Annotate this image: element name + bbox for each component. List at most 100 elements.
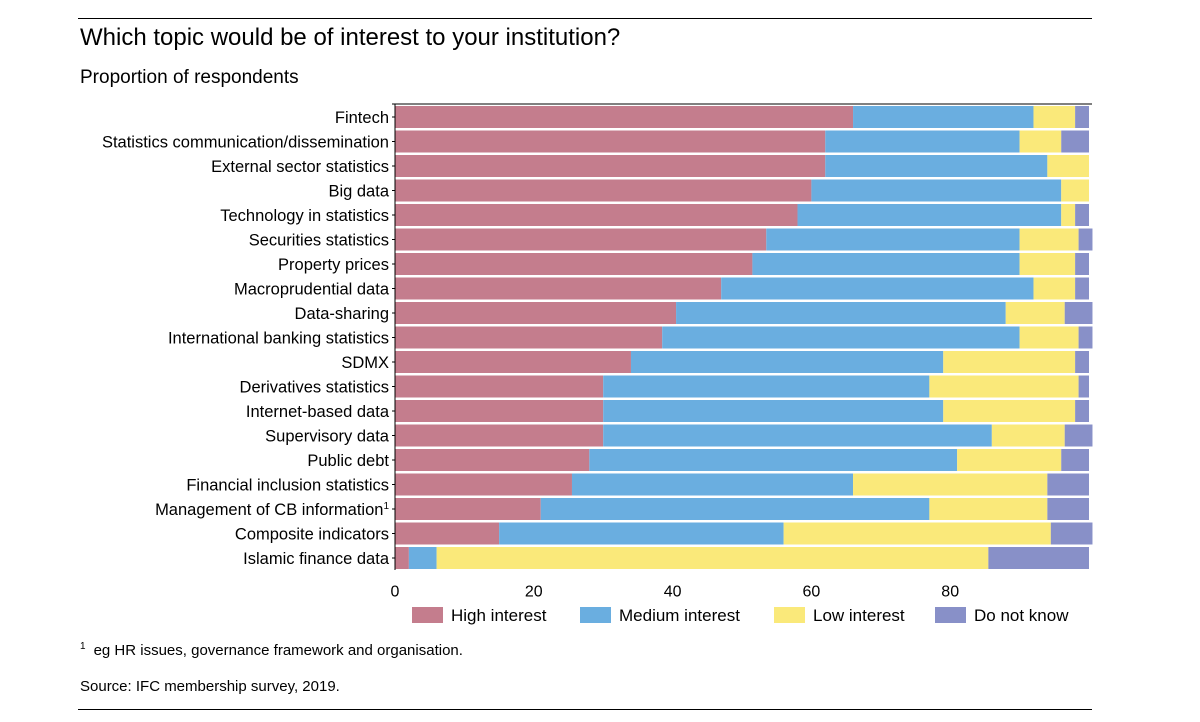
legend-label-low-interest: Low interest (813, 606, 905, 625)
bar-public-debt-low-interest (957, 449, 1062, 471)
chart-title: Which topic would be of interest to your… (80, 24, 621, 51)
legend: High interest Medium interest Low interest… (412, 606, 1069, 625)
bar-sdmx-high-interest (395, 351, 631, 373)
legend-swatch-do-not-know (935, 607, 966, 623)
bar-islamic-finance-data-high-interest (395, 547, 409, 569)
bar-securities-statistics-high-interest (395, 228, 767, 251)
bar-securities-statistics-low-interest (1019, 228, 1079, 251)
bar-big-data-high-interest (395, 179, 812, 202)
category-label-external-sector-statistics: External sector statistics (211, 158, 389, 176)
category-label-composite-indicators: Composite indicators (235, 526, 389, 544)
bar-fintech-do-not-know (1075, 106, 1089, 128)
footnote-text: eg HR issues, governance framework and o… (93, 642, 463, 659)
bar-supervisory-data-do-not-know (1064, 424, 1093, 447)
category-label-big-data: Big data (328, 183, 389, 201)
bar-macroprudential-data-low-interest (1033, 277, 1076, 300)
bar-international-banking-statistics-do-not-know (1078, 326, 1093, 349)
category-label-public-debt: Public debt (307, 452, 389, 470)
bar-internet-based-data-do-not-know (1075, 400, 1089, 422)
footnote: 1 eg HR issues, governance framework and … (80, 641, 463, 659)
category-label-securities-statistics: Securities statistics (249, 232, 389, 250)
bar-management-of-cb-information-high-interest (395, 498, 541, 520)
bar-macroprudential-data-medium-interest (721, 277, 1034, 300)
bar-technology-in-statistics-do-not-know (1075, 204, 1089, 226)
bar-financial-inclusion-statistics-high-interest (395, 473, 572, 496)
bar-technology-in-statistics-medium-interest (797, 204, 1062, 226)
bar-financial-inclusion-statistics-medium-interest (571, 473, 854, 496)
bar-statistics-communication-dissemination-medium-interest (825, 130, 1020, 153)
legend-label-do-not-know: Do not know (974, 606, 1069, 625)
bar-data-sharing-low-interest (1005, 302, 1065, 324)
top-rule (78, 18, 1092, 19)
x-tick-label-60: 60 (803, 584, 821, 601)
category-label-derivatives-statistics: Derivatives statistics (240, 379, 389, 397)
bar-supervisory-data-medium-interest (603, 424, 992, 447)
bar-sdmx-medium-interest (630, 351, 944, 373)
bar-composite-indicators-high-interest (395, 522, 500, 545)
bar-external-sector-statistics-high-interest (395, 155, 826, 177)
bar-international-banking-statistics-medium-interest (662, 326, 1020, 349)
bar-fintech-high-interest (395, 106, 854, 128)
bar-management-of-cb-information-medium-interest (540, 498, 930, 520)
category-label-management-of-cb-information: Management of CB information1 (155, 501, 389, 519)
bar-securities-statistics-do-not-know (1078, 228, 1093, 251)
bar-management-of-cb-information-do-not-know (1047, 498, 1089, 520)
bar-international-banking-statistics-high-interest (395, 326, 663, 349)
x-tick-label-20: 20 (525, 584, 543, 601)
legend-label-medium-interest: Medium interest (619, 606, 740, 625)
bar-islamic-finance-data-medium-interest (408, 547, 437, 569)
bar-sdmx-low-interest (943, 351, 1076, 373)
category-label-internet-based-data: Internet-based data (246, 403, 390, 421)
bar-macroprudential-data-do-not-know (1075, 277, 1089, 300)
bar-internet-based-data-low-interest (943, 400, 1076, 422)
bar-supervisory-data-high-interest (395, 424, 604, 447)
legend-swatch-medium-interest (580, 607, 611, 623)
x-tick-label-0: 0 (391, 584, 400, 601)
category-label-data-sharing: Data-sharing (295, 305, 389, 323)
bar-statistics-communication-dissemination-do-not-know (1061, 130, 1089, 153)
category-label-technology-in-statistics: Technology in statistics (220, 207, 389, 225)
bar-derivatives-statistics-medium-interest (603, 375, 930, 398)
bar-fintech-medium-interest (853, 106, 1034, 128)
bar-internet-based-data-high-interest (395, 400, 604, 422)
category-footnote-mark: 1 (383, 501, 389, 512)
category-labels: Fintech Statistics communication/dissemin… (102, 109, 390, 568)
category-label-statistics-communication-dissemination: Statistics communication/dissemination (102, 134, 389, 152)
bar-big-data-medium-interest (811, 179, 1062, 202)
bar-islamic-finance-data-do-not-know (988, 547, 1089, 569)
bottom-rule (78, 709, 1092, 710)
bar-macroprudential-data-high-interest (395, 277, 722, 300)
category-label-property-prices: Property prices (278, 256, 389, 274)
legend-label-high-interest: High interest (451, 606, 547, 625)
bar-statistics-communication-dissemination-low-interest (1019, 130, 1062, 153)
bar-internet-based-data-medium-interest (603, 400, 944, 422)
bar-big-data-low-interest (1061, 179, 1089, 202)
bar-securities-statistics-medium-interest (766, 228, 1020, 251)
category-label-international-banking-statistics: International banking statistics (168, 330, 389, 348)
bar-financial-inclusion-statistics-do-not-know (1047, 473, 1089, 496)
bar-supervisory-data-low-interest (991, 424, 1065, 447)
bar-derivatives-statistics-high-interest (395, 375, 604, 398)
footnote-mark: 1 (80, 641, 86, 652)
bar-statistics-communication-dissemination-high-interest (395, 130, 826, 153)
legend-swatch-low-interest (774, 607, 805, 623)
bar-data-sharing-do-not-know (1064, 302, 1093, 324)
bar-property-prices-medium-interest (752, 253, 1020, 275)
chart-subtitle: Proportion of respondents (80, 67, 299, 88)
bar-data-sharing-medium-interest (676, 302, 1006, 324)
bar-composite-indicators-medium-interest (499, 522, 784, 545)
category-label-fintech: Fintech (335, 109, 389, 127)
bar-technology-in-statistics-low-interest (1061, 204, 1076, 226)
bar-financial-inclusion-statistics-low-interest (853, 473, 1048, 496)
bars-group (395, 106, 1093, 569)
category-label-islamic-finance-data: Islamic finance data (243, 550, 390, 568)
bar-derivatives-statistics-low-interest (929, 375, 1079, 398)
bar-composite-indicators-do-not-know (1050, 522, 1093, 545)
bar-property-prices-low-interest (1019, 253, 1076, 275)
x-tick-label-80: 80 (941, 584, 959, 601)
category-label-financial-inclusion-statistics: Financial inclusion statistics (186, 477, 389, 495)
bar-composite-indicators-low-interest (783, 522, 1051, 545)
bar-data-sharing-high-interest (395, 302, 677, 324)
source-note: Source: IFC membership survey, 2019. (80, 678, 340, 695)
